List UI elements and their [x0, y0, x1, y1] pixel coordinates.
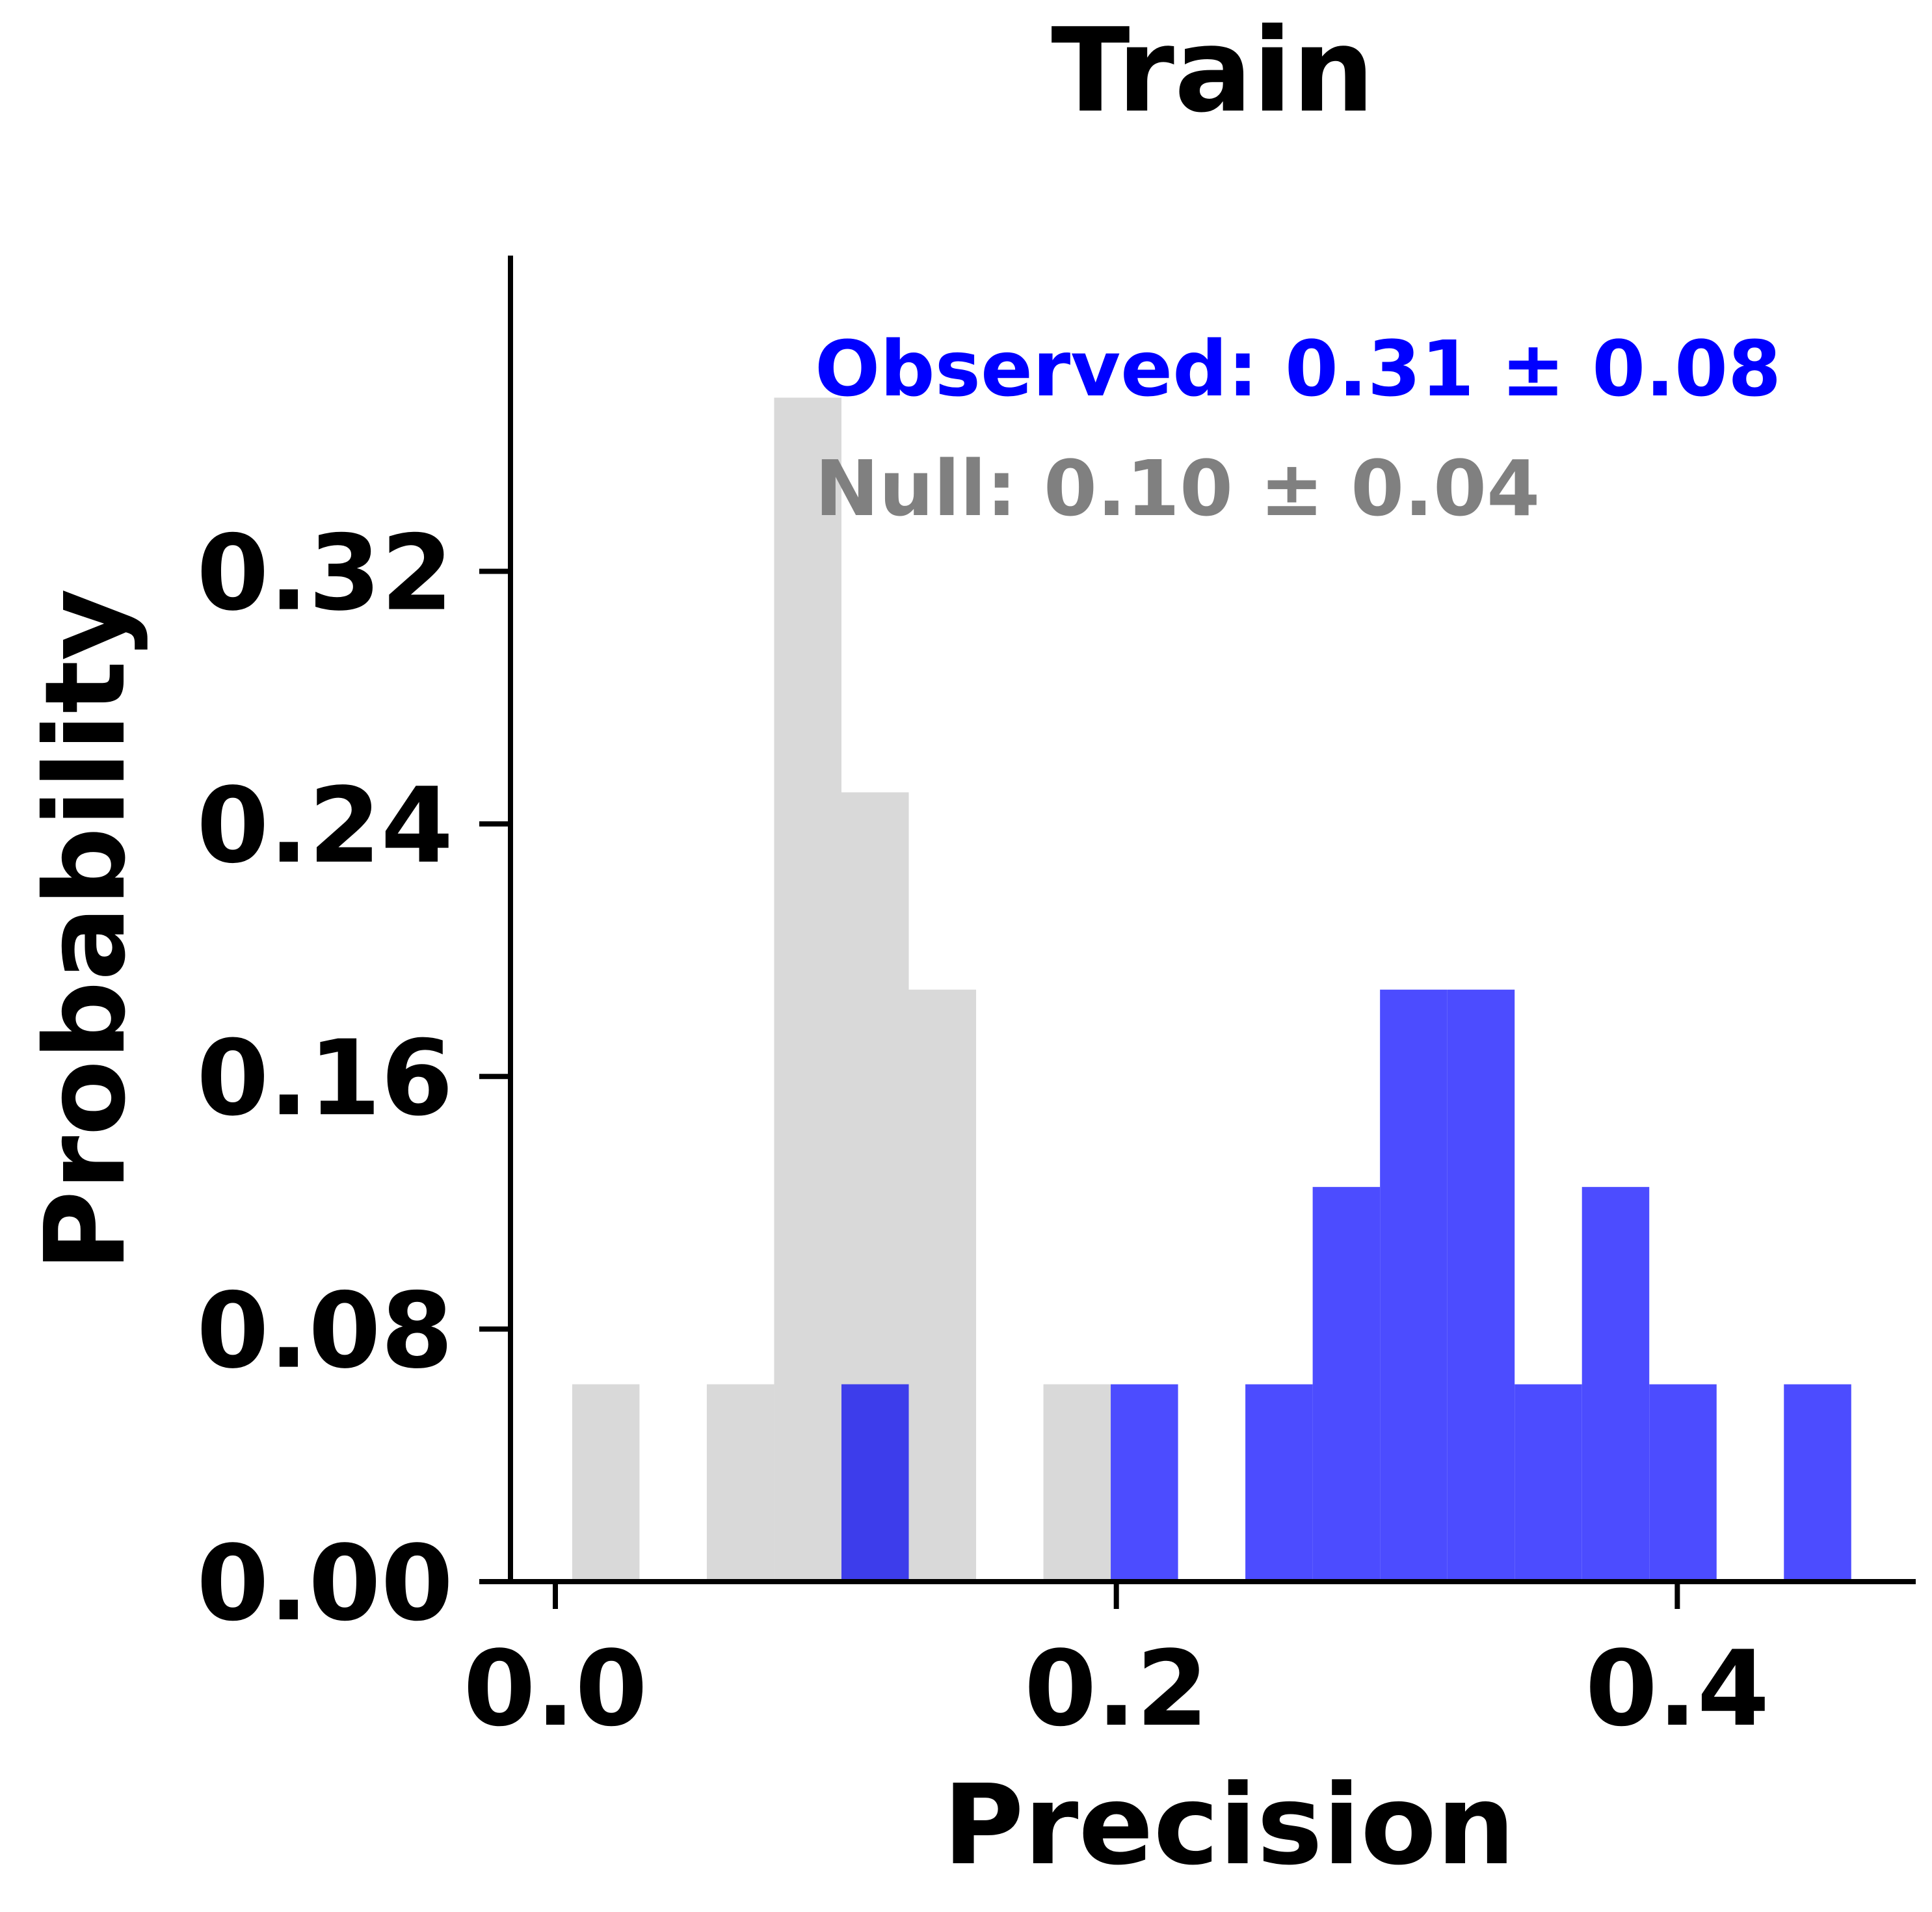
- y-axis-label: Probability: [21, 589, 150, 1271]
- x-ticks: 0.0 0.2 0.4: [463, 1582, 1769, 1749]
- null-annotation: Null: 0.10 ± 0.04: [815, 444, 1540, 533]
- overlap-bar-0: [841, 1384, 909, 1582]
- null-bar-2: [774, 397, 841, 1582]
- observed-bar-7: [1581, 1187, 1650, 1582]
- observed-annotation: Observed: 0.31 ± 0.08: [815, 324, 1781, 414]
- x-tick-label-0: 0.0: [463, 1628, 647, 1749]
- null-distribution-bars: [572, 397, 1111, 1582]
- observed-bar-9: [1784, 1384, 1851, 1582]
- observed-bar-2: [1245, 1384, 1313, 1582]
- observed-bar-5: [1447, 989, 1515, 1582]
- observed-bar-3: [1312, 1187, 1381, 1582]
- null-bar-4: [908, 989, 977, 1582]
- null-bar-0: [572, 1384, 640, 1582]
- observed-bar-1: [1111, 1384, 1178, 1582]
- observed-distribution-bars: [841, 989, 1851, 1582]
- y-tick-label-1: 0.08: [196, 1270, 453, 1392]
- overlap-bars: [841, 1384, 909, 1582]
- observed-bar-8: [1649, 1384, 1717, 1582]
- y-tick-label-3: 0.24: [196, 765, 453, 886]
- x-tick-label-1: 0.2: [1024, 1628, 1208, 1749]
- y-tick-label-0: 0.00: [196, 1522, 453, 1644]
- observed-bar-6: [1515, 1384, 1582, 1582]
- y-ticks: 0.00 0.08 0.16 0.24 0.32: [196, 512, 510, 1644]
- null-bar-5: [1043, 1384, 1111, 1582]
- x-tick-label-2: 0.4: [1585, 1628, 1769, 1749]
- null-bar-1: [706, 1384, 774, 1582]
- observed-bar-4: [1380, 989, 1448, 1582]
- axes: [508, 256, 1916, 1584]
- chart-title: Train: [1051, 3, 1375, 138]
- y-tick-label-4: 0.32: [196, 512, 453, 633]
- y-tick-label-2: 0.16: [196, 1017, 453, 1139]
- x-axis-label: Precision: [943, 1761, 1515, 1890]
